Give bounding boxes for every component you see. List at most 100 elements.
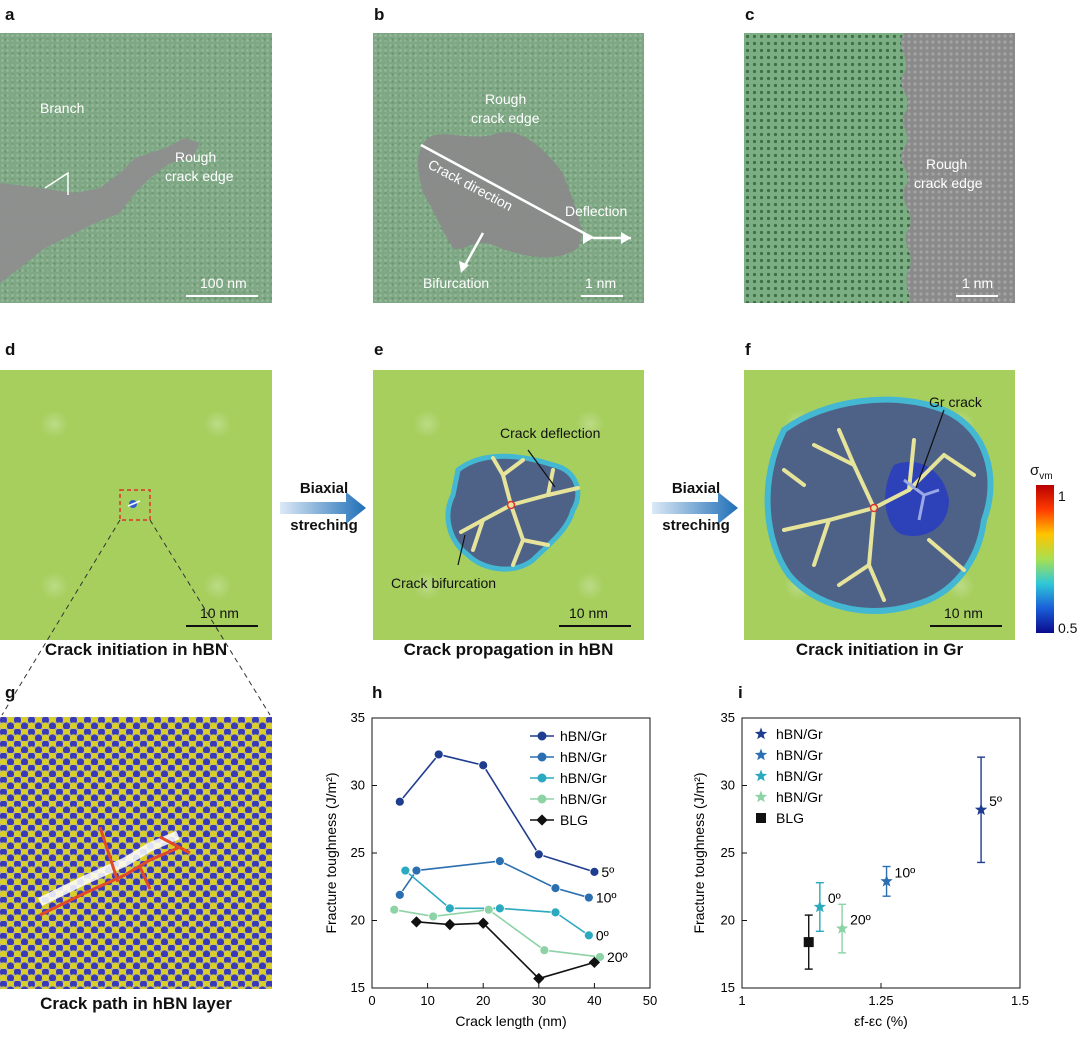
- h-data-point: [389, 904, 400, 915]
- arrow-1-line2: streching: [290, 517, 358, 534]
- i-legend-label: hBN/Gr: [776, 747, 823, 763]
- arrow-1-line1: Biaxial: [299, 480, 349, 497]
- lattice-region-c: [744, 33, 911, 303]
- h-data-point: [477, 917, 489, 929]
- i-ytick-label: 15: [721, 980, 735, 995]
- i-ytick-label: 20: [721, 913, 735, 928]
- scale-label-b: 1 nm: [585, 275, 617, 291]
- i-xtick-label: 1.25: [868, 993, 893, 1008]
- panel-label-a: a: [5, 5, 15, 24]
- h-data-point: [533, 849, 544, 860]
- h-ytick-label: 30: [351, 778, 365, 793]
- panel-label-f: f: [745, 340, 751, 359]
- i-legend-marker: [754, 748, 768, 761]
- i-legend-marker: [754, 790, 768, 803]
- h-series-annotation: 20º: [607, 949, 628, 965]
- h-series-annotation: 5º: [601, 864, 614, 880]
- h-data-point: [410, 916, 423, 928]
- caption-g: Crack path in hBN layer: [40, 994, 232, 1013]
- rough-edge-label-a-2: crack edge: [165, 168, 234, 184]
- h-ylabel: Fracture toughness (J/m²): [323, 772, 339, 933]
- h-data-point: [444, 903, 455, 914]
- h-data-point: [588, 956, 601, 969]
- h-ytick-label: 35: [351, 710, 365, 725]
- gr-crack-label: Gr crack: [929, 394, 982, 410]
- scale-label-a: 100 nm: [200, 275, 247, 291]
- h-series-line-1: [399, 860, 590, 899]
- colorbar-min: 0.5: [1058, 620, 1078, 636]
- deflection-label: Deflection: [565, 203, 628, 219]
- h-xtick-label: 20: [476, 993, 490, 1008]
- h-data-point: [478, 760, 489, 771]
- i-ytick-label: 35: [721, 710, 735, 725]
- i-ylabel: Fracture toughness (J/m²): [691, 772, 707, 933]
- h-data-point: [583, 930, 594, 941]
- h-ytick-label: 20: [351, 913, 365, 928]
- h-data-point: [394, 796, 405, 807]
- crack-network-f: [764, 396, 1002, 627]
- i-data-point: [835, 922, 849, 934]
- h-data-point: [394, 889, 405, 900]
- panel-label-b: b: [374, 5, 385, 24]
- h-legend-label: hBN/Gr: [560, 728, 607, 744]
- i-legend-marker: [754, 727, 768, 740]
- i-point-annotation: 0º: [828, 890, 841, 906]
- crack-shape-b: [418, 132, 631, 273]
- h-data-point: [400, 865, 411, 876]
- i-point-annotation: 10º: [895, 864, 916, 880]
- h-data-point: [433, 749, 444, 760]
- h-data-point: [589, 866, 600, 877]
- arrow-2-line2: streching: [662, 517, 730, 534]
- panel-label-c: c: [745, 5, 755, 24]
- h-data-point: [483, 904, 494, 915]
- simulation-f: Gr crack 10 nm: [744, 370, 1015, 640]
- h-ytick-label: 15: [351, 980, 365, 995]
- h-legend-label: hBN/Gr: [560, 791, 607, 807]
- tem-image-c: Rough crack edge 1 nm: [744, 33, 1015, 303]
- i-xtick-label: 1: [738, 993, 745, 1008]
- colorbar-max: 1: [1058, 488, 1066, 504]
- scale-label-d: 10 nm: [200, 605, 239, 621]
- scale-label-c: 1 nm: [962, 275, 994, 291]
- i-data-point: [880, 874, 893, 887]
- h-legend-marker: [537, 731, 547, 741]
- tem-image-a: Branch Rough crack edge 100 nm: [0, 33, 272, 303]
- rough-edge-label-b-2: crack edge: [471, 110, 540, 126]
- h-legend-label: hBN/Gr: [560, 770, 607, 786]
- i-data-point: [974, 803, 988, 816]
- h-legend-marker: [537, 773, 547, 783]
- h-series-line-2: [404, 869, 590, 937]
- bifurcation-label: Bifurcation: [423, 275, 490, 291]
- h-legend-marker: [537, 794, 547, 804]
- scale-label-e: 10 nm: [569, 605, 608, 621]
- h-xtick-label: 30: [532, 993, 546, 1008]
- simulation-d: 10 nm: [0, 370, 272, 640]
- caption-e: Crack propagation in hBN: [403, 640, 614, 659]
- panel-label-i: i: [738, 683, 743, 702]
- chart-h: 0 10 20 30 40 50 15 20 25 30 35 Crack length (nm) Fr…: [323, 710, 657, 1029]
- h-legend-marker: [536, 814, 548, 826]
- h-xlabel: Crack length (nm): [455, 1013, 566, 1029]
- h-data-point: [494, 856, 505, 867]
- rough-edge-label-c-1: Rough: [926, 156, 968, 172]
- h-data-point: [595, 952, 605, 962]
- simulation-e: Crack deflection Crack bifurcation 10 nm: [373, 370, 644, 640]
- h-legend-marker: [537, 752, 547, 762]
- i-point-annotation: 20º: [850, 912, 871, 928]
- tem-image-b: Rough crack edge Crack direction Deflect…: [373, 33, 644, 303]
- scale-bar-c: [956, 295, 998, 297]
- i-legend-label: BLG: [776, 810, 804, 826]
- h-data-point: [550, 907, 561, 918]
- h-series-annotation: 10º: [596, 890, 617, 906]
- atom-lattice: [0, 717, 272, 989]
- atomic-model-g: [0, 717, 272, 989]
- h-data-point: [494, 903, 505, 914]
- h-xtick-label: 40: [587, 993, 601, 1008]
- i-xlabel: εf-εc (%): [854, 1013, 908, 1029]
- h-legend-label: BLG: [560, 812, 588, 828]
- caption-d: Crack initiation in hBN: [44, 640, 228, 659]
- h-data-point: [428, 911, 439, 922]
- h-data-point: [583, 892, 594, 903]
- i-legend-label: hBN/Gr: [776, 768, 823, 784]
- colorbar-title: σvm: [1030, 462, 1053, 482]
